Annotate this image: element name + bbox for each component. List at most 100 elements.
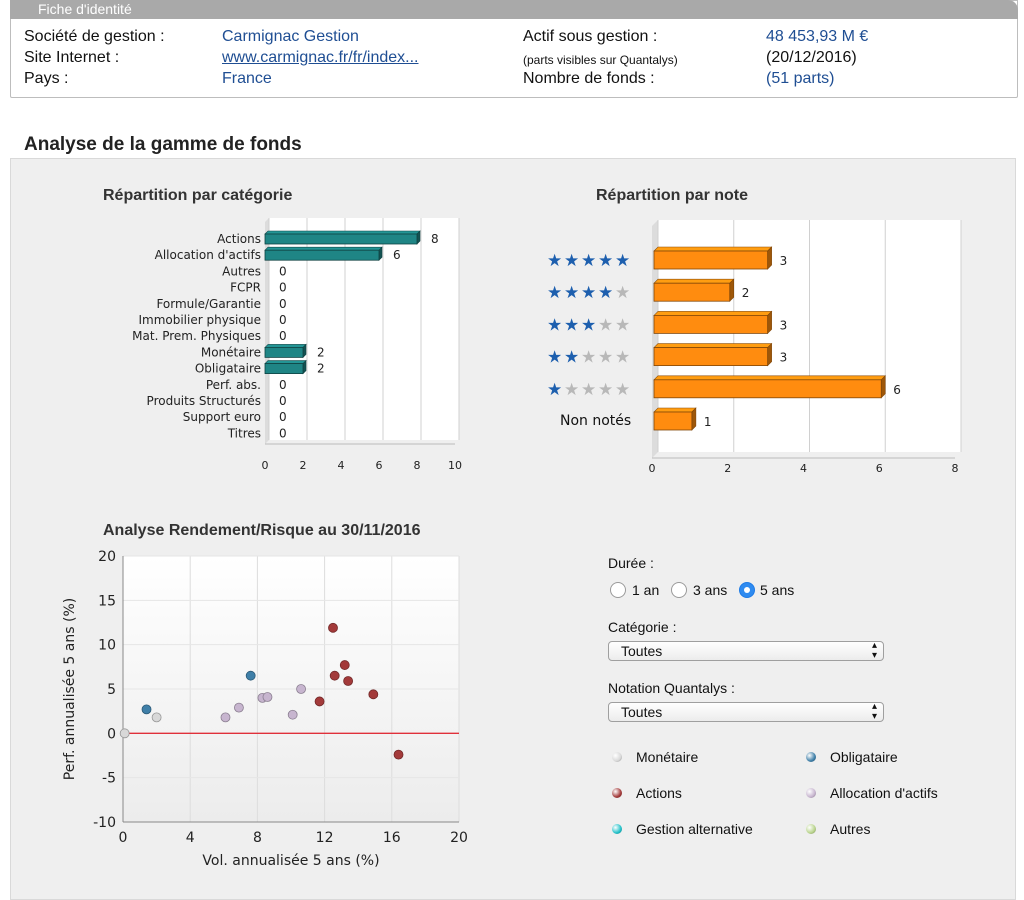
societe-label: Société de gestion : [24, 28, 165, 45]
rating-value-label: 1 [704, 415, 712, 429]
scatter-point[interactable] [339, 660, 350, 670]
star-filled-icon: ★ [598, 251, 613, 271]
duree-radio-1[interactable] [610, 582, 626, 598]
select-arrows-icon: ▴ ▾ [871, 640, 877, 661]
legend-label[interactable]: Allocation d'actifs [830, 785, 938, 801]
category-label: Immobilier physique [138, 313, 261, 327]
scatter-point[interactable] [220, 712, 231, 723]
scatter-point[interactable] [368, 689, 379, 700]
scatter-x-tick-label: 20 [450, 830, 468, 846]
duree-radio-label[interactable]: 3 ans [693, 582, 728, 598]
legend-marker [806, 824, 816, 834]
star-rating-icon: ★ ★ ★ ★ ★ [547, 315, 630, 335]
category-value-label: 8 [431, 232, 439, 246]
category-value-label: 0 [279, 313, 287, 327]
duree-radio-label[interactable]: 1 an [632, 582, 660, 598]
category-value-label: 0 [279, 378, 287, 392]
rating-bar [653, 246, 773, 270]
site-label: Site Internet : [24, 49, 120, 66]
scatter-point[interactable] [245, 670, 256, 681]
scatter-x-axis-title: Vol. annualisée 5 ans (%) [202, 853, 379, 869]
nb-fonds-link[interactable]: (51 parts) [766, 70, 835, 87]
rating-value-label: 2 [742, 286, 750, 300]
legend-label[interactable]: Monétaire [636, 749, 699, 765]
legend-marker [806, 752, 816, 762]
legend-label[interactable]: Obligataire [830, 749, 898, 765]
scatter-x-tick-label: 12 [316, 830, 334, 846]
star-filled-icon: ★ [564, 251, 579, 271]
scatter-y-axis-title: Perf. annualisée 5 ans (%) [62, 598, 78, 780]
category-x-tick-label: 2 [300, 459, 307, 472]
notation-label: Notation Quantalys : [608, 680, 735, 696]
category-value-label: 0 [279, 410, 287, 424]
category-label: Monétaire [201, 345, 261, 359]
scatter-y-tick-label: 20 [98, 549, 116, 565]
duree-radio-label[interactable]: 5 ans [760, 582, 795, 598]
rating-x-tick-label: 4 [800, 462, 807, 475]
legend-label[interactable]: Autres [830, 821, 871, 837]
rating-bar [653, 310, 773, 335]
actif-value: 48 453,93 M € [766, 28, 869, 45]
scatter-point[interactable] [296, 684, 306, 694]
duree-label: Durée : [608, 555, 654, 571]
scatter-point[interactable] [329, 670, 340, 681]
star-filled-icon: ★ [581, 251, 596, 271]
duree-radio-3[interactable] [739, 582, 755, 598]
star-empty-icon: ★ [598, 348, 613, 368]
scatter-point[interactable] [141, 704, 152, 715]
legend-label[interactable]: Actions [636, 785, 682, 801]
legend-marker [612, 824, 622, 834]
categorie-select[interactable]: Toutes ▴ ▾ [608, 641, 884, 661]
category-value-label: 0 [279, 281, 287, 295]
site-link[interactable]: www.carmignac.fr/fr/index... [222, 49, 419, 66]
category-label: Actions [217, 232, 261, 246]
category-chart-title: Répartition par catégorie [103, 187, 293, 204]
category-value-label: 2 [317, 362, 325, 376]
risk-return-scatter: 0 4 8 12 16 20 20 15 10 5 0 -5 -10 Vol. annualisée 5 … [62, 549, 468, 869]
scatter-point[interactable] [151, 712, 162, 723]
rating-value-label: 6 [893, 383, 901, 397]
rating-bar [653, 278, 735, 302]
scatter-y-tick-label: -10 [93, 815, 116, 831]
star-empty-icon: ★ [598, 315, 613, 335]
category-value-label: 0 [279, 264, 287, 278]
category-x-tick-label: 6 [376, 459, 383, 472]
scatter-point[interactable] [262, 692, 273, 702]
notation-select[interactable]: Toutes ▴ ▾ [608, 702, 884, 722]
section-title: Analyse de la gamme de fonds [24, 134, 302, 155]
star-rating-icon: ★ ★ ★ ★ ★ [547, 251, 630, 271]
scatter-point[interactable] [343, 676, 354, 686]
category-x-tick-label: 4 [338, 459, 345, 472]
category-axis-wall [265, 218, 269, 444]
star-empty-icon: ★ [615, 348, 630, 368]
rating-value-label: 3 [780, 318, 788, 332]
scatter-point[interactable] [234, 702, 244, 713]
category-bar-chart: 0 2 4 6 8 10 Actions 8 Allocation d'actifs 6 Autre… [132, 218, 462, 472]
nb-fonds-label: Nombre de fonds : [523, 70, 655, 87]
scatter-chart-title: Analyse Rendement/Risque au 30/11/2016 [103, 522, 421, 539]
star-filled-icon: ★ [581, 315, 596, 335]
legend-label[interactable]: Gestion alternative [636, 821, 753, 837]
scatter-point[interactable] [119, 728, 130, 739]
scatter-point[interactable] [393, 749, 404, 760]
category-label: Obligataire [195, 362, 261, 376]
star-empty-icon: ★ [615, 315, 630, 335]
star-filled-icon: ★ [598, 283, 613, 303]
scatter-y-tick-label: -5 [102, 771, 116, 787]
legend-marker [612, 752, 622, 762]
category-label: Allocation d'actifs [155, 248, 261, 262]
scatter-point[interactable] [314, 696, 325, 707]
star-filled-icon: ★ [547, 315, 562, 335]
star-filled-icon: ★ [581, 283, 596, 303]
category-label: Formule/Garantie [156, 297, 261, 311]
category-value-label: 0 [279, 394, 287, 408]
rating-x-tick-label: 2 [724, 462, 731, 475]
scatter-y-tick-label: 15 [98, 593, 116, 609]
category-value-label: 6 [393, 248, 401, 262]
star-filled-icon: ★ [547, 251, 562, 271]
category-label: Titres [227, 426, 261, 440]
duree-radio-2[interactable] [671, 582, 687, 598]
scatter-point[interactable] [328, 622, 338, 633]
scatter-point[interactable] [287, 709, 298, 720]
